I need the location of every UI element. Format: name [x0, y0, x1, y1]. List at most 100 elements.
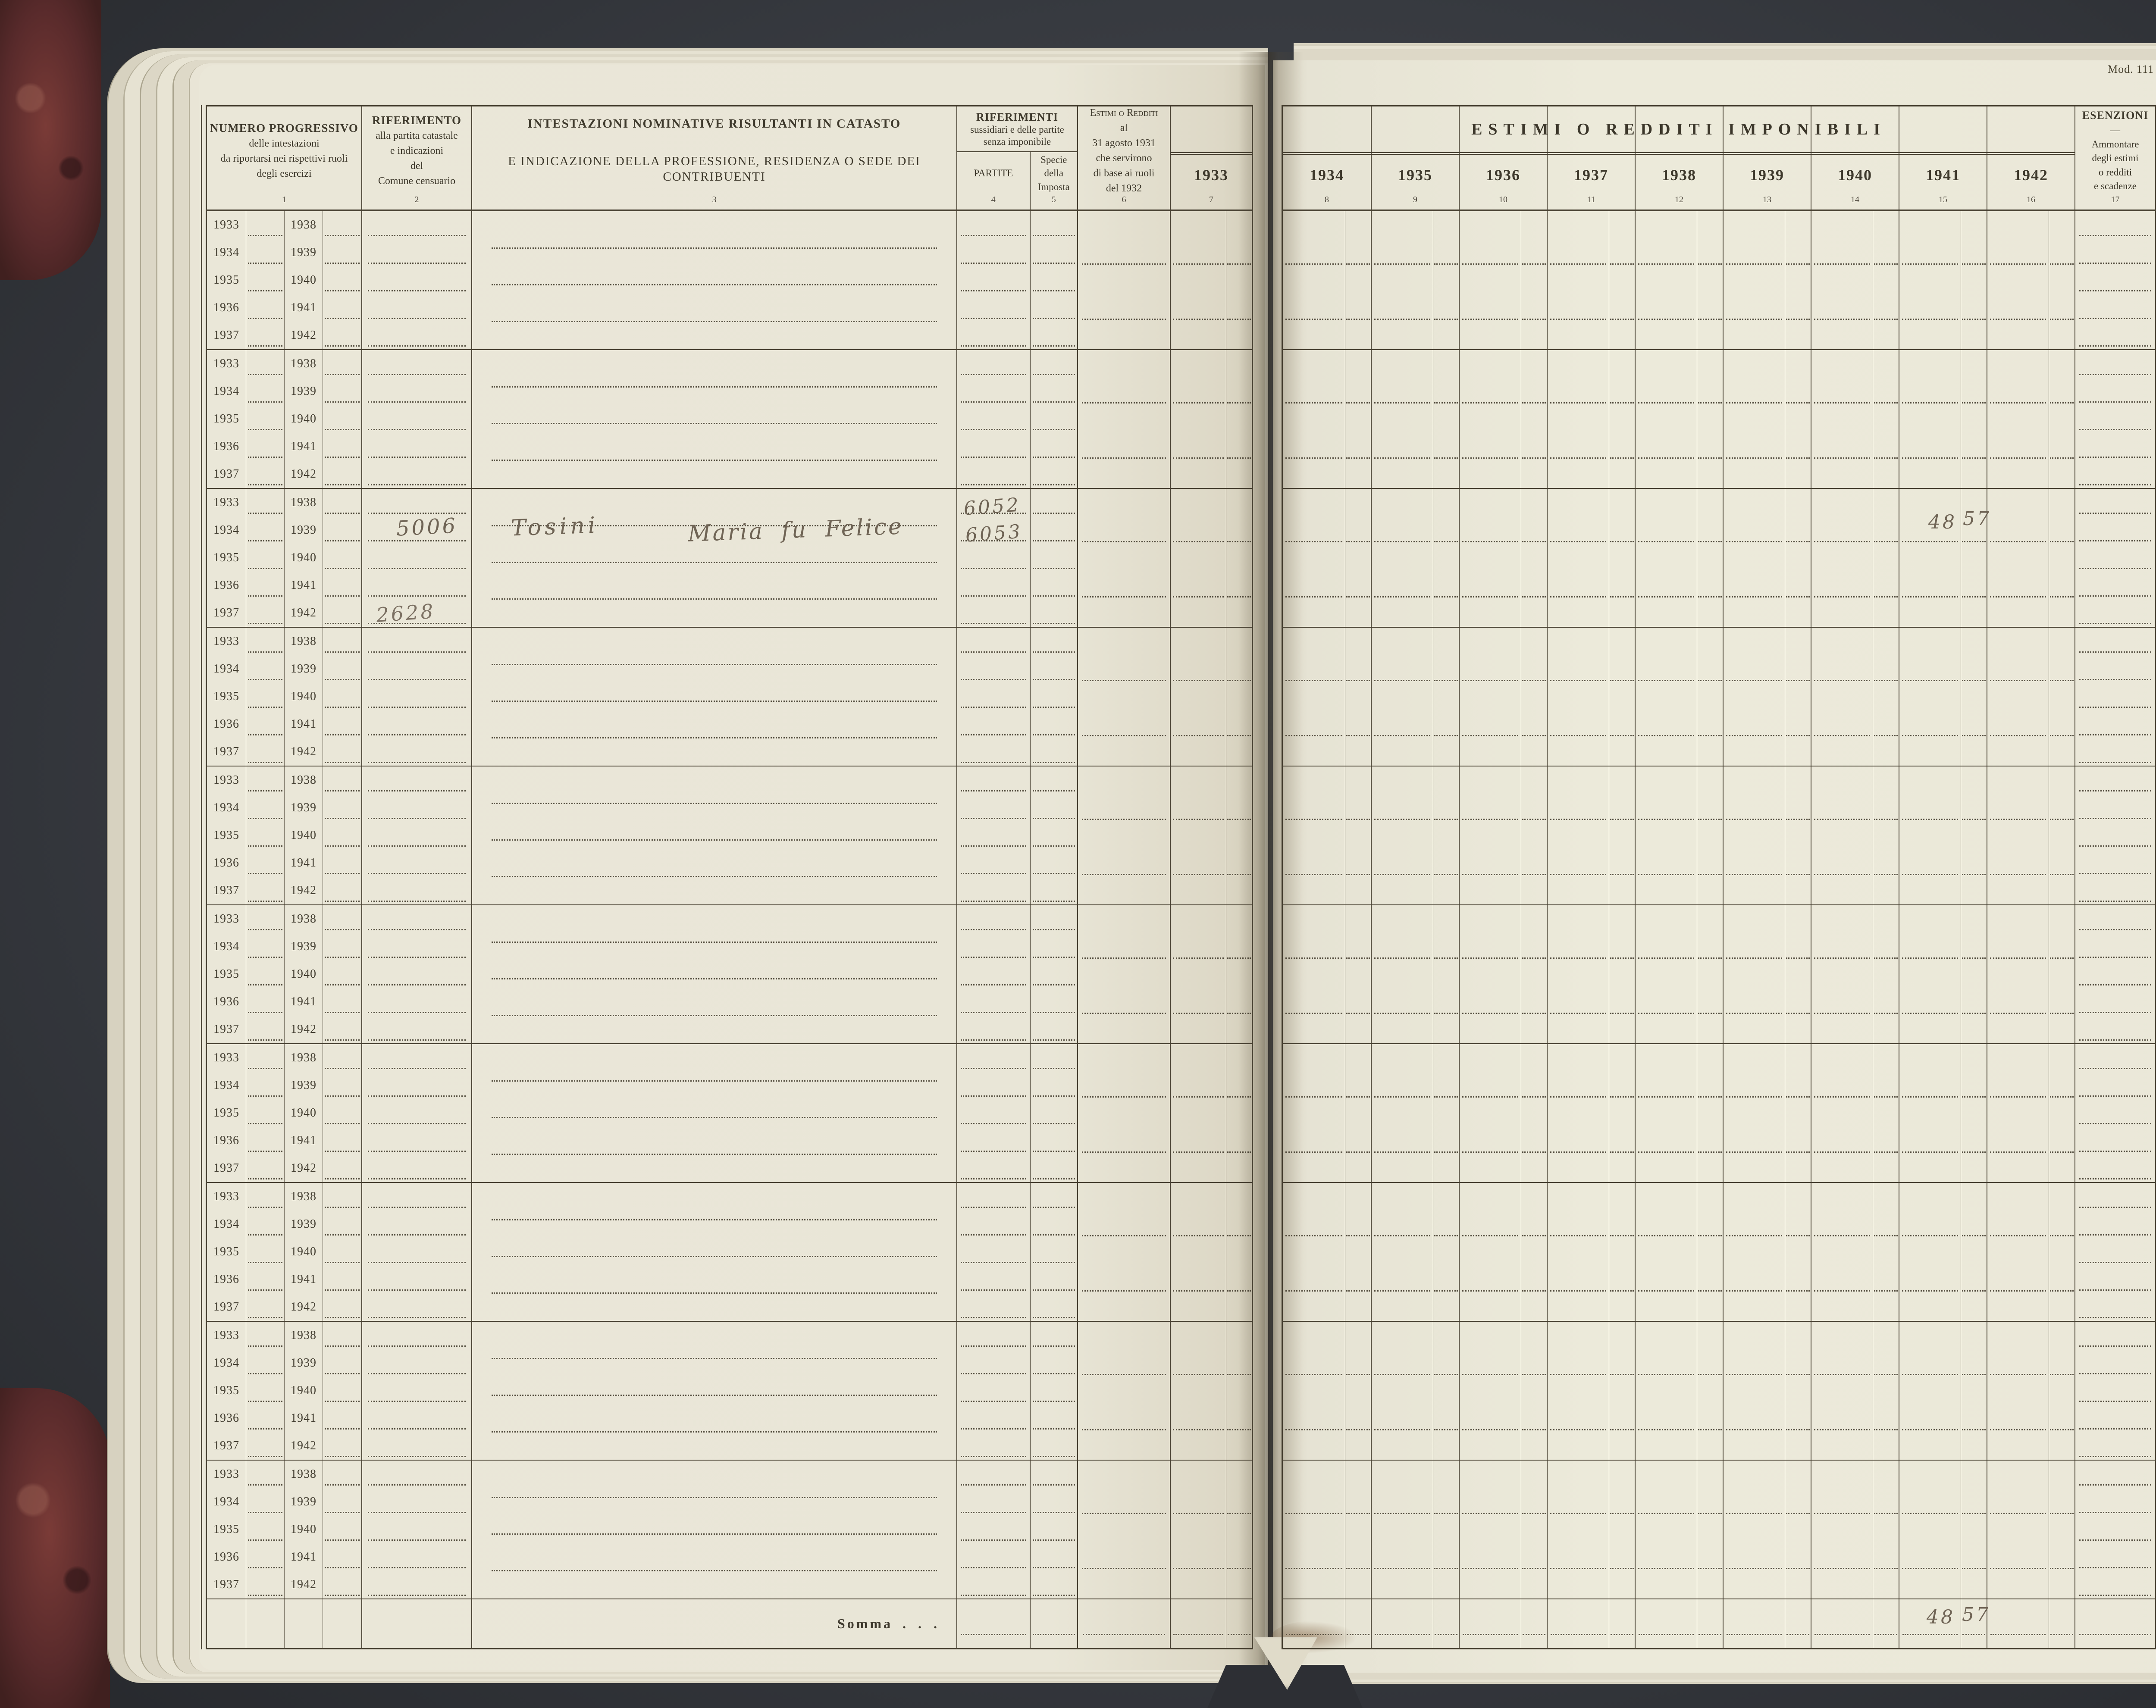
ledger-table-right-page: ESTIMI O REDDITI IMPONIBILI 1934 8 1935 9 … — [1282, 105, 2156, 1649]
partite-cell — [956, 766, 1030, 794]
year-value-cell — [1635, 1322, 1697, 1460]
estimo-1932-cell — [1077, 1322, 1170, 1460]
year-row-label: 1937 — [213, 328, 239, 342]
riferimento-cell — [361, 1238, 471, 1266]
year-column-label: 1933 — [1194, 166, 1228, 184]
annotazioni-cell — [2155, 1322, 2156, 1460]
dotted-rule — [1285, 819, 1343, 820]
numero-progressivo-cell — [246, 516, 284, 544]
year-value-cell — [1371, 350, 1433, 488]
dotted-rule — [1990, 1290, 2046, 1292]
specie-imposta-cell — [1030, 1571, 1077, 1599]
dotted-rule — [1962, 1013, 1986, 1014]
dotted-rule — [1726, 874, 1783, 875]
year-row-label: 1935 — [213, 829, 239, 842]
year-value-cell — [1459, 766, 1521, 904]
year-cents-cell — [1961, 1322, 1987, 1460]
year-cents-cell — [2049, 489, 2075, 627]
year-row-label: 1937 — [213, 745, 239, 758]
dotted-rule — [1638, 1235, 1695, 1236]
year-row-label: 1933 — [213, 357, 239, 370]
year-cents-cell — [1521, 1044, 1547, 1182]
dotted-rule — [1285, 957, 1343, 959]
numero-progressivo-cell — [323, 405, 361, 433]
dotted-rule — [1902, 735, 1959, 736]
numero-progressivo-cell — [323, 683, 361, 710]
dotted-rule — [1902, 680, 1959, 681]
dotted-rule — [1173, 1429, 1224, 1430]
dotted-rule — [1786, 680, 1810, 681]
dotted-rule — [491, 284, 937, 285]
table-cell — [1226, 1599, 1252, 1648]
cents-1933-cell — [1226, 211, 1252, 349]
dotted-rule — [491, 562, 937, 563]
dotted-rule — [1081, 263, 1166, 265]
dotted-rule — [2050, 402, 2074, 404]
year-row-label: 1939 — [284, 1349, 323, 1377]
dotted-rule — [1990, 957, 2046, 959]
year-cents-cell — [1873, 1322, 1899, 1460]
dotted-rule — [1698, 596, 1722, 597]
numero-progressivo-cell — [246, 1183, 284, 1211]
year-value-cell — [1899, 350, 1961, 488]
dotted-rule — [1786, 541, 1810, 542]
specie-imposta-cell — [1030, 1293, 1077, 1321]
numero-progressivo-cell — [323, 849, 361, 877]
specie-imposta-cell — [1030, 822, 1077, 849]
dotted-rule — [1081, 735, 1166, 736]
numero-progressivo-cell — [246, 794, 284, 822]
record-block-right — [1283, 350, 2156, 489]
estimo-1932-cell — [1077, 211, 1170, 349]
dotted-rule — [1962, 402, 1986, 404]
dotted-rule — [1726, 1290, 1783, 1292]
esenzioni-cell — [2075, 933, 2155, 960]
dotted-rule — [491, 321, 937, 322]
handwritten-somma-centesimi: 57 — [1962, 1604, 1990, 1626]
table-cell — [956, 1599, 1030, 1648]
numero-progressivo-cell — [323, 322, 361, 349]
partite-cell — [956, 460, 1030, 488]
dotted-rule — [1227, 457, 1251, 459]
dotted-rule — [1990, 735, 2046, 736]
partite-cell — [956, 1349, 1030, 1377]
dotted-rule — [1874, 596, 1898, 597]
year-cents-cell — [1785, 766, 1811, 904]
dotted-rule — [1814, 735, 1871, 736]
esenzioni-cell — [2075, 794, 2155, 822]
year-row-label: 1934 — [213, 385, 239, 398]
dotted-rule — [1610, 1013, 1634, 1014]
dotted-rule — [1285, 1235, 1343, 1236]
cents-1933-cell — [1226, 1322, 1252, 1460]
esenzioni-cell — [2075, 1461, 2155, 1488]
dotted-rule — [1902, 874, 1959, 875]
riferimento-cell — [361, 1571, 471, 1599]
numero-progressivo-cell — [323, 933, 361, 960]
specie-imposta-cell — [1030, 1516, 1077, 1543]
partite-cell — [956, 322, 1030, 349]
esenzioni-cell — [2075, 1488, 2155, 1516]
dotted-rule — [1173, 680, 1224, 681]
year-row-label: 1942 — [284, 1432, 323, 1460]
year-row-label: 1934 — [213, 940, 239, 953]
somma-label: Somma . . . — [837, 1616, 939, 1631]
dotted-rule — [1462, 319, 1519, 320]
numero-progressivo-cell — [246, 489, 284, 516]
dotted-rule — [1285, 1568, 1343, 1569]
dotted-rule — [1346, 1290, 1370, 1292]
numero-progressivo-cell — [323, 544, 361, 572]
year-cents-cell — [1785, 1461, 1811, 1599]
dotted-rule — [1726, 596, 1783, 597]
dotted-rule — [1173, 457, 1224, 459]
dotted-rule — [1434, 1096, 1458, 1098]
dotted-rule — [1726, 457, 1783, 459]
year-cents-cell — [1521, 905, 1547, 1043]
specie-imposta-cell — [1030, 572, 1077, 599]
year-value-cell — [1371, 489, 1433, 627]
dotted-rule — [1434, 1235, 1458, 1236]
dotted-rule — [1962, 874, 1986, 875]
dotted-rule — [491, 1431, 937, 1433]
dotted-rule — [1874, 457, 1898, 459]
numero-progressivo-cell — [323, 905, 361, 933]
esenzioni-cell — [2075, 1293, 2155, 1321]
year-value-cell — [1635, 1044, 1697, 1182]
